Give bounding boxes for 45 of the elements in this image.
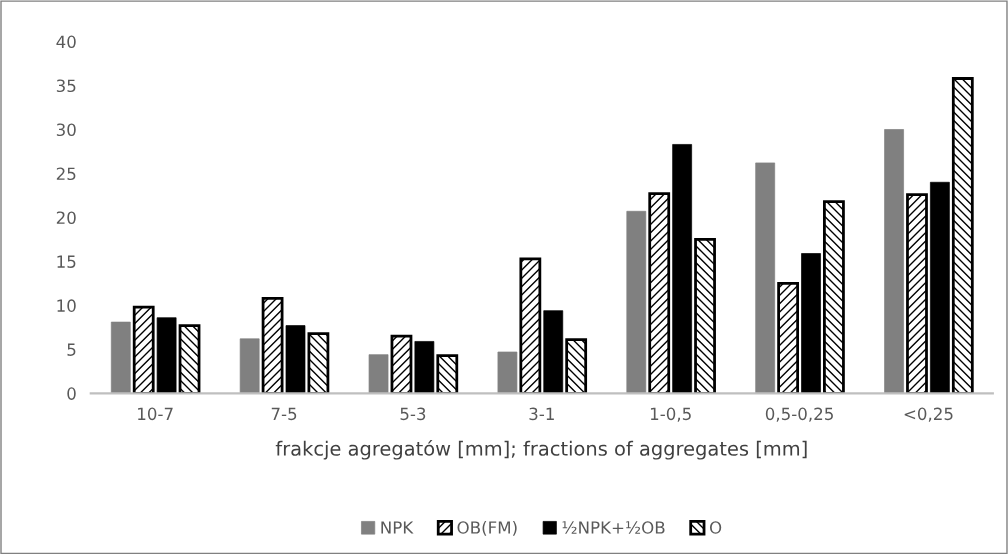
- x-tick-label: 10-7: [138, 407, 173, 421]
- bar: [906, 193, 928, 394]
- bar: [626, 210, 647, 394]
- x-tick-label: <0,25: [904, 407, 953, 422]
- bar: [884, 129, 904, 394]
- y-tick-label: 25: [56, 167, 76, 181]
- legend-label: O: [709, 521, 722, 534]
- x-tick-label: 1-0,5: [650, 407, 691, 422]
- bar: [368, 354, 389, 394]
- y-tick-label: 10: [57, 299, 76, 312]
- bar: [951, 77, 974, 394]
- x-axis-title: frakcje agregatów [mm]; fractions of aggregates [mm]: [275, 440, 807, 460]
- bar: [648, 192, 671, 394]
- x-tick-label: 5-3: [400, 407, 426, 421]
- bar: [307, 332, 330, 394]
- bar: [694, 238, 716, 394]
- bar: [755, 162, 776, 394]
- y-tick-label: 5: [67, 343, 76, 356]
- bar: [930, 181, 950, 394]
- bar: [672, 144, 692, 394]
- bar: [239, 338, 260, 394]
- bar: [777, 282, 799, 394]
- legend-label: ½NPK+½OB: [562, 521, 665, 534]
- y-tick-label: 40: [56, 35, 76, 49]
- y-tick-label: 20: [56, 211, 76, 225]
- x-tick-label: 0,5-0,25: [765, 407, 833, 422]
- bar: [823, 200, 845, 394]
- bar: [565, 338, 588, 394]
- x-tick-label: 3-1: [529, 407, 554, 421]
- bar: [519, 257, 542, 394]
- x-tick-label: 7-5: [271, 407, 297, 421]
- bar: [543, 310, 564, 394]
- bar: [261, 296, 284, 394]
- bar: [178, 324, 201, 394]
- bar: [285, 325, 306, 394]
- legend-label: OB(FM): [457, 520, 517, 536]
- bar: [110, 321, 131, 394]
- bar: [390, 334, 413, 394]
- y-tick-label: 30: [56, 123, 76, 137]
- y-tick-label: 15: [57, 255, 76, 268]
- y-tick-label: 35: [56, 79, 76, 93]
- legend-label: NPK: [381, 521, 414, 534]
- bar: [497, 351, 518, 394]
- bar: [801, 253, 821, 394]
- y-tick-label: 0: [67, 387, 76, 400]
